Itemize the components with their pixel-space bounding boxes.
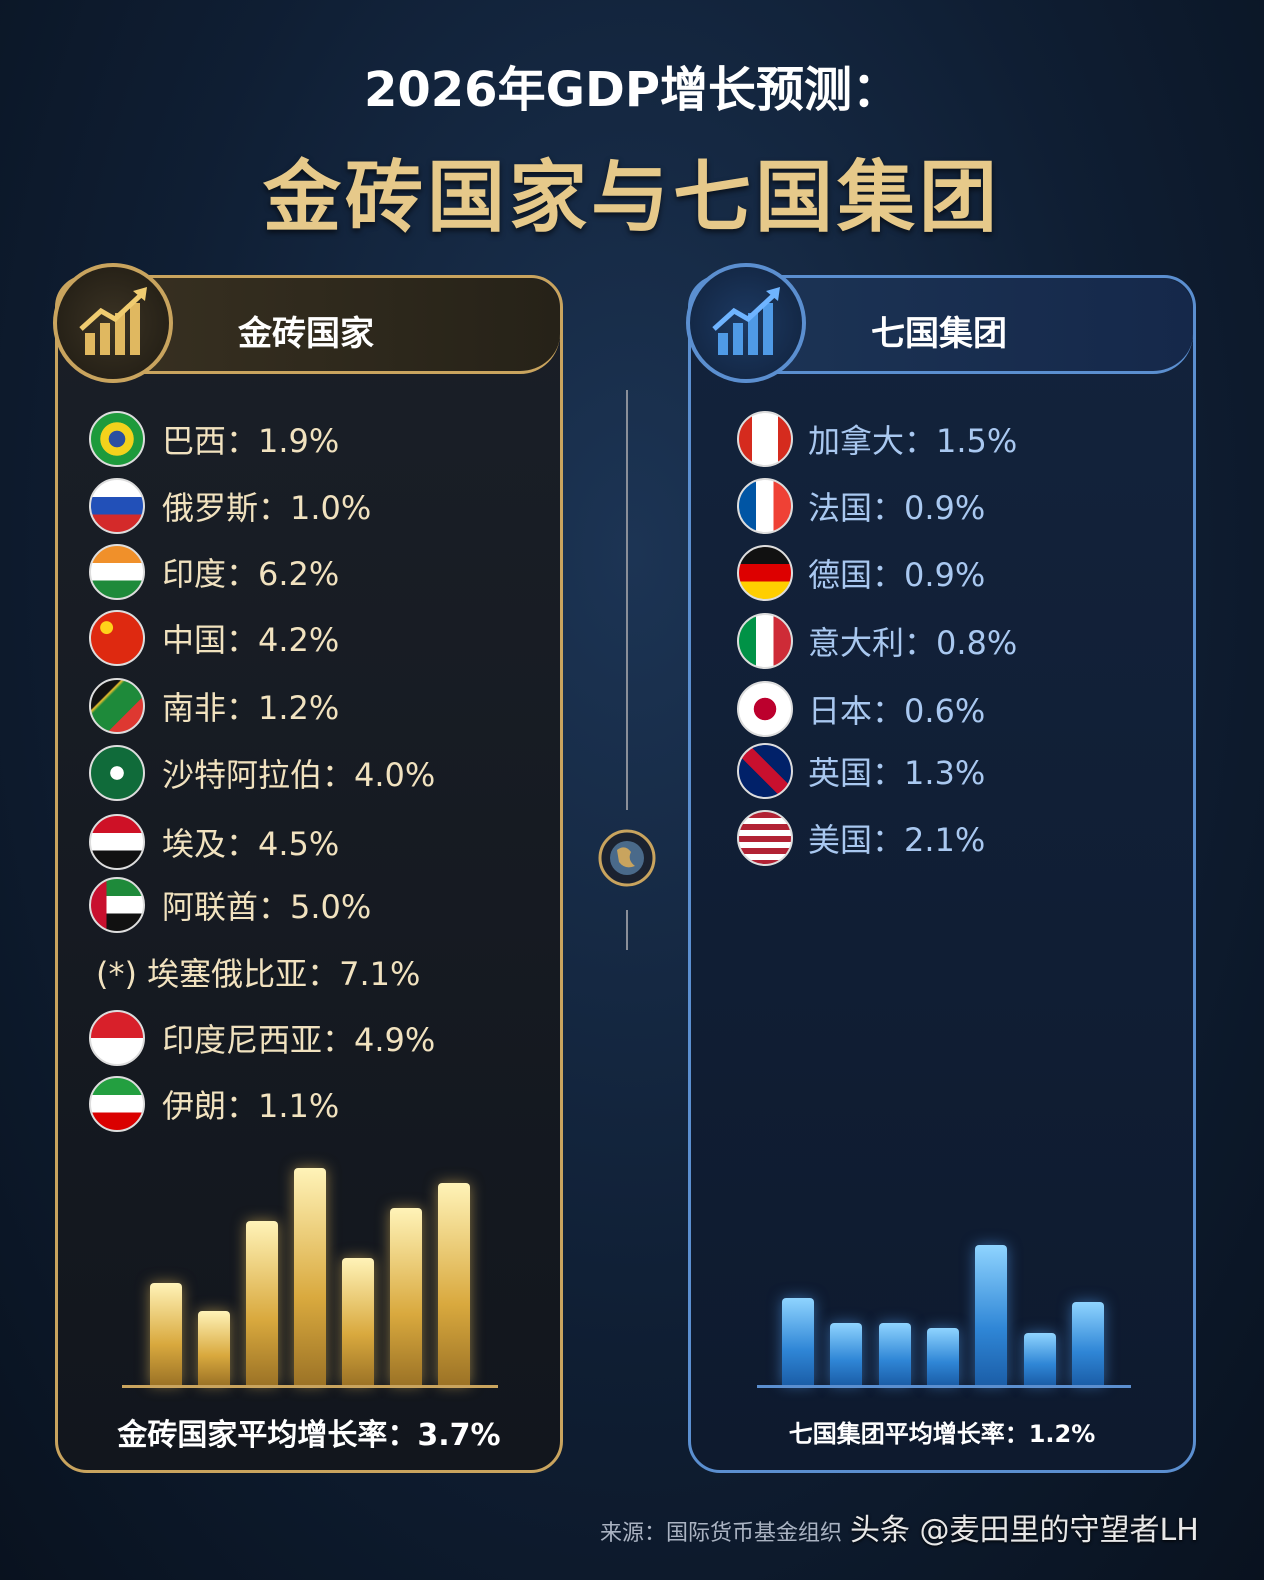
icon-graphic <box>712 287 780 355</box>
source: 来源：国际货币基金组织 <box>600 1521 843 1546</box>
flag <box>89 1076 145 1132</box>
flag <box>89 814 145 870</box>
panel-title: 金砖国家 <box>238 314 374 354</box>
panel-title: 七国集团 <box>871 314 1007 354</box>
country-growth: 印度：6.2% <box>162 555 340 593</box>
country-growth: 日本：0.6% <box>808 692 986 730</box>
flag <box>89 610 145 666</box>
flag <box>737 478 793 534</box>
decor-bar <box>830 1323 863 1385</box>
decor-bar <box>1071 1302 1104 1385</box>
panel-header: 七国集团 <box>686 263 1193 383</box>
decor-bar <box>975 1245 1008 1385</box>
decor-bar <box>1023 1333 1056 1385</box>
country-growth: 美国：2.1% <box>808 821 986 859</box>
country-growth: 英国：1.3% <box>808 754 986 792</box>
decor-bar <box>878 1323 911 1385</box>
flag <box>89 1010 145 1066</box>
decor-bar <box>782 1298 814 1385</box>
flag <box>737 613 793 669</box>
flag <box>737 681 793 737</box>
country-growth: 印度尼西亚：4.9% <box>162 1021 436 1059</box>
icon-graphic <box>79 287 147 355</box>
chart-icon <box>686 263 806 383</box>
baseline <box>757 1385 1131 1388</box>
flag <box>89 478 145 534</box>
decor-bar <box>926 1328 959 1385</box>
country-growth: 巴西：1.9% <box>162 422 340 460</box>
flag <box>737 545 793 601</box>
flag <box>89 411 145 467</box>
decor-bar <box>198 1311 230 1385</box>
decor-bar <box>294 1168 326 1385</box>
g7-panel: 七国集团 <box>686 263 1196 1473</box>
country-growth: 阿联酋：5.0% <box>162 888 372 926</box>
flag <box>89 544 145 600</box>
country-growth: 意大利：0.8% <box>808 624 1018 662</box>
country-growth: 法国：0.9% <box>808 489 986 527</box>
watermark: 头条 @麦田里的守望者LH <box>850 1513 1199 1548</box>
subtitle: 金砖国家与七国集团 <box>262 153 1001 243</box>
decor-bar <box>438 1183 470 1385</box>
flag <box>737 743 793 799</box>
country-growth: 德国：0.9% <box>808 556 986 594</box>
decor-bar <box>150 1283 182 1385</box>
flag <box>737 411 793 467</box>
brics-average: 金砖国家平均增长率：3.7% <box>117 1418 501 1453</box>
country-growth: 伊朗：1.1% <box>162 1087 340 1125</box>
chart-icon <box>53 263 173 383</box>
title: 2026年GDP增长预测： <box>363 62 901 118</box>
country-growth: 加拿大：1.5% <box>808 422 1018 460</box>
flag <box>737 810 793 866</box>
country-growth: 南非：1.2% <box>162 689 340 727</box>
flag <box>89 678 145 734</box>
country-growth: (*) 埃塞俄比亚：7.1% <box>96 955 421 993</box>
flag <box>89 745 145 801</box>
divider <box>598 390 656 950</box>
g7-average: 七国集团平均增长率：1.2% <box>788 1420 1096 1448</box>
country-growth: 俄罗斯：1.0% <box>162 489 372 527</box>
decor-bar <box>342 1258 374 1385</box>
flag <box>89 877 145 933</box>
panel-header: 金砖国家 <box>53 263 560 383</box>
country-growth: 沙特阿拉伯：4.0% <box>162 756 436 794</box>
country-growth: 中国：4.2% <box>162 621 340 659</box>
decor-bar <box>390 1208 422 1385</box>
baseline <box>122 1385 498 1388</box>
country-growth: 埃及：4.5% <box>162 825 340 863</box>
decor-bar <box>246 1221 278 1385</box>
